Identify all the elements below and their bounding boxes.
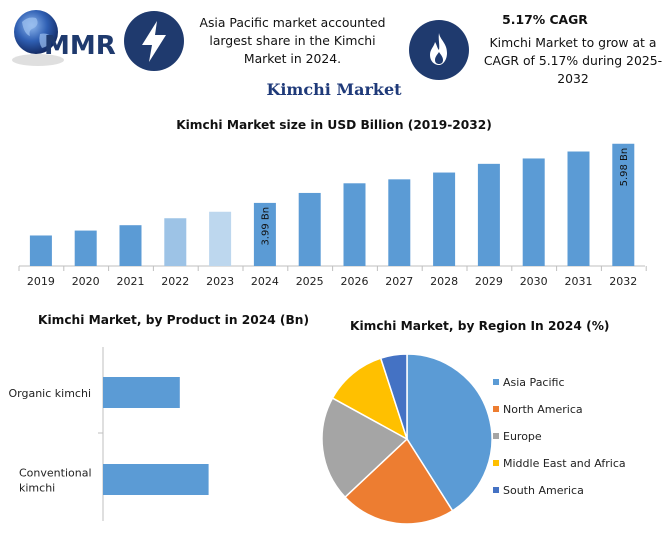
legend-label-asia-pacific: Asia Pacific [503, 376, 565, 389]
info-left-line-2: largest share in the Kimchi [209, 33, 376, 48]
bar-2027 [388, 179, 411, 266]
bar-tick-label-2028: 2028 [430, 275, 458, 288]
bar-tick-label-2026: 2026 [341, 275, 369, 288]
info-left-line-3: Market in 2024. [243, 51, 342, 66]
bar-2019 [29, 235, 52, 266]
bar-2024 [253, 202, 276, 266]
pie-slice-europe [321, 397, 409, 499]
bar-data-label-2024: 3.99 Bn [260, 207, 271, 246]
bar-2029 [477, 163, 500, 266]
bar-tick-label-2022: 2022 [161, 275, 189, 288]
legend-swatch-north-america [493, 406, 499, 412]
bar-data-label-2032: 5.98 Bn [619, 148, 630, 187]
product-bar-organic-kimchi [103, 377, 180, 408]
info-right-line-2: CAGR of 5.17% during 2025- [483, 53, 663, 68]
mmr-logo: MMR [8, 8, 118, 70]
bar-2032 [612, 143, 635, 266]
bar-chart-title: Kimchi Market size in USD Billion (2019-… [176, 118, 492, 132]
pie-slice-south-america [379, 353, 408, 440]
bar-2026 [343, 183, 366, 266]
bar-tick-label-2023: 2023 [206, 275, 234, 288]
info-text-left: Asia Pacific market accounted largest sh… [190, 14, 395, 68]
legend-label-south-america: South America [503, 484, 584, 497]
pie-slice-middle-east-and-africa [331, 357, 409, 441]
bar-2031 [567, 151, 590, 266]
legend-label-middle-east-and-africa: Middle East and Africa [503, 457, 626, 470]
legend-swatch-asia-pacific [493, 379, 499, 385]
region-chart-title: Kimchi Market, by Region In 2024 (%) [350, 319, 610, 333]
info-right-line-1: Kimchi Market to grow at a [489, 35, 657, 50]
bar-tick-label-2020: 2020 [72, 275, 100, 288]
product-label-organic-kimchi-0: Organic kimchi [9, 387, 92, 400]
flame-icon [409, 20, 469, 80]
logo-text: MMR [44, 31, 116, 61]
bar-2022 [164, 218, 187, 266]
bar-tick-label-2019: 2019 [27, 275, 55, 288]
lightning-bolt-icon [124, 11, 184, 71]
legend-swatch-south-america [493, 487, 499, 493]
bar-tick-label-2027: 2027 [385, 275, 413, 288]
bar-tick-label-2021: 2021 [117, 275, 145, 288]
bar-2020 [74, 230, 97, 266]
bar-2023 [209, 211, 232, 266]
bar-tick-label-2030: 2030 [520, 275, 548, 288]
bar-2021 [119, 225, 142, 266]
legend-swatch-europe [493, 433, 499, 439]
legend-label-north-america: North America [503, 403, 583, 416]
product-bar-conventional-kimchi [103, 464, 209, 495]
bar-tick-label-2025: 2025 [296, 275, 324, 288]
pie-slice-north-america [343, 437, 454, 525]
bar-tick-label-2032: 2032 [609, 275, 637, 288]
product-chart-title: Kimchi Market, by Product in 2024 (Bn) [38, 313, 310, 327]
legend-swatch-middle-east-and-africa [493, 460, 499, 466]
product-label-conventional-kimchi-0: Conventional [19, 467, 92, 480]
info-text-right: Kimchi Market to grow at a CAGR of 5.17%… [478, 34, 668, 88]
info-left-line-1: Asia Pacific market accounted [199, 15, 386, 30]
bar-2028 [433, 172, 456, 266]
bar-tick-label-2024: 2024 [251, 275, 279, 288]
info-right-line-3: 2032 [557, 71, 589, 86]
page-title: Kimchi Market [266, 80, 402, 99]
product-label-conventional-kimchi-1: kimchi [19, 482, 55, 495]
bar-2030 [522, 158, 545, 266]
bar-2025 [298, 192, 321, 266]
legend-label-europe: Europe [503, 430, 542, 443]
bar-tick-label-2029: 2029 [475, 275, 503, 288]
cagr-title: 5.17% CAGR [502, 12, 588, 27]
bar-tick-label-2031: 2031 [565, 275, 593, 288]
